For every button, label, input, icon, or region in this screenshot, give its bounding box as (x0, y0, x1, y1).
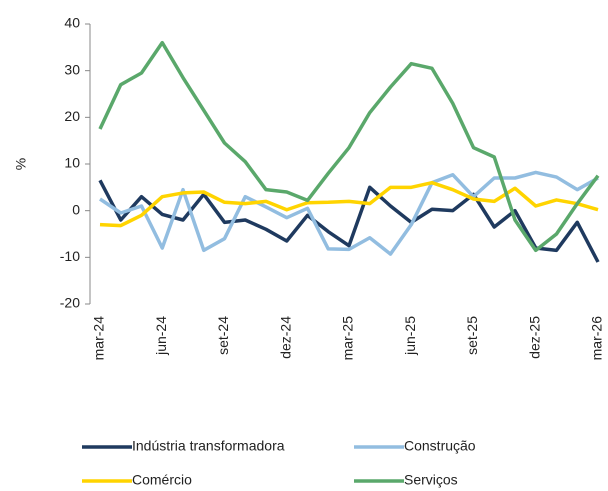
x-tick-label: mar-24 (91, 316, 107, 361)
y-tick-label: 20 (64, 108, 80, 124)
x-tick-label: dez-24 (277, 316, 293, 359)
legend-label: Comércio (132, 472, 192, 488)
x-tick-label: set-24 (215, 316, 231, 355)
legend-label: Indústria transformadora (132, 438, 285, 454)
y-axis-label: % (13, 158, 29, 170)
y-tick-label: -10 (60, 248, 80, 264)
series-line (98, 179, 600, 263)
series-line (99, 170, 599, 256)
x-tick-label: mar-26 (589, 316, 605, 361)
x-tick-label: set-25 (464, 316, 480, 355)
y-tick-label: 10 (64, 155, 80, 171)
y-tick-label: -20 (60, 295, 80, 311)
y-tick-label: 0 (72, 201, 80, 217)
x-tick-label: mar-25 (340, 316, 356, 361)
y-tick-label: 40 (64, 15, 80, 31)
x-tick-label: dez-25 (526, 316, 542, 359)
legend-label: Construção (404, 438, 476, 454)
series-line (98, 40, 600, 253)
legend-label: Serviços (404, 472, 458, 488)
y-tick-label: 30 (64, 61, 80, 77)
x-tick-label: jun-24 (153, 316, 169, 356)
x-tick-label: jun-25 (402, 316, 418, 356)
series-line (99, 180, 599, 228)
